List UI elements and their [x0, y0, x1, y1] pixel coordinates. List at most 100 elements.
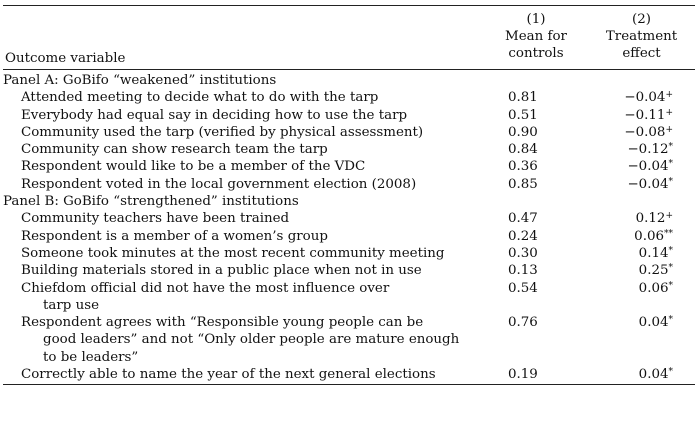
- treatment-effect-value: 0.25: [638, 263, 669, 279]
- treatment-effect-value: 0.06: [634, 228, 664, 244]
- col1-number: (1): [526, 12, 546, 27]
- header-rule: [3, 69, 695, 70]
- treatment-effect-cell: 0.04*: [639, 314, 673, 331]
- outcome-label-text: Respondent voted in the local government…: [21, 176, 417, 192]
- col1-title-line2: controls: [508, 46, 564, 61]
- treatment-effect-value: −0.04: [627, 159, 669, 175]
- treatment-effect-cell: 0.14*: [639, 245, 673, 262]
- outcome-label: Chiefdom official did not have the most …: [3, 280, 481, 315]
- treatment-effect-value: −0.08: [624, 124, 666, 140]
- outcome-label-text: Attended meeting to decide what to do wi…: [21, 90, 379, 106]
- outcome-label-text: Community can show research team the tar…: [21, 142, 328, 158]
- table-row: Community teachers have been trained 0.47…: [3, 210, 695, 227]
- significance-marker: *: [668, 245, 674, 256]
- significance-marker: +: [665, 124, 673, 135]
- outcome-label-text: Community used the tarp (verified by phy…: [21, 124, 424, 140]
- mean-for-controls-cell: 0.30: [508, 245, 538, 261]
- outcome-label-text: Respondent would like to be a member of …: [21, 159, 366, 175]
- treatment-effect-value: −0.11: [624, 107, 666, 123]
- significance-marker: *: [668, 315, 674, 326]
- outcome-label-continued: to be leaders”: [43, 349, 139, 365]
- treatment-effect-cell: 0.12+: [636, 210, 673, 227]
- table-row: Attended meeting to decide what to do wi…: [3, 89, 695, 106]
- mean-for-controls-cell: 0.85: [508, 176, 538, 192]
- col2-title-line1: Treatment: [605, 29, 678, 44]
- significance-marker: *: [668, 159, 674, 170]
- outcome-label-text: Community teachers have been trained: [21, 211, 290, 227]
- mean-for-controls-cell: 0.90: [508, 124, 538, 140]
- significance-marker: **: [664, 228, 673, 239]
- significance-marker: +: [665, 211, 673, 222]
- table-row: Respondent is a member of a women’s grou…: [3, 228, 695, 245]
- outcome-label: Respondent voted in the local government…: [3, 176, 481, 193]
- outcome-label: Respondent agrees with “Responsible youn…: [3, 314, 481, 366]
- outcome-label-text: Someone took minutes at the most recent …: [21, 245, 445, 261]
- outcome-label: Someone took minutes at the most recent …: [3, 245, 481, 262]
- table-row: Community can show research team the tar…: [3, 141, 695, 158]
- table-row: Chiefdom official did not have the most …: [3, 280, 695, 315]
- significance-marker: *: [668, 367, 674, 378]
- outcome-label: Respondent would like to be a member of …: [3, 158, 481, 175]
- outcome-label-text: Correctly able to name the year of the n…: [21, 367, 436, 383]
- treatment-effect-value: 0.12: [635, 211, 666, 227]
- mean-for-controls-cell: 0.24: [508, 228, 538, 244]
- outcome-label: Respondent is a member of a women’s grou…: [3, 228, 481, 245]
- treatment-effect-cell: −0.04*: [627, 176, 673, 193]
- treatment-effect-value: −0.12: [627, 142, 669, 158]
- significance-marker: *: [668, 263, 674, 274]
- col2-number: (2): [632, 12, 651, 27]
- outcome-label-text: Building materials stored in a public pl…: [21, 263, 422, 279]
- results-table: (1) Mean for controls (2) Treatment effe…: [3, 5, 695, 386]
- outcome-label-text: Everybody had equal say in deciding how …: [21, 107, 408, 123]
- table-row: Respondent would like to be a member of …: [3, 158, 695, 175]
- outcome-label: Building materials stored in a public pl…: [3, 262, 481, 279]
- treatment-effect-cell: 0.25*: [639, 262, 673, 279]
- outcome-label: Correctly able to name the year of the n…: [3, 366, 481, 383]
- mean-for-controls-cell: 0.36: [508, 159, 538, 175]
- significance-marker: *: [668, 142, 674, 153]
- treatment-effect-cell: −0.04+: [624, 89, 673, 106]
- col1-header: (1) Mean for controls: [486, 11, 586, 62]
- mean-for-controls-cell: 0.84: [508, 142, 538, 158]
- treatment-effect-cell: 0.04*: [639, 366, 673, 383]
- outcome-label-text: Respondent agrees with “Responsible youn…: [21, 315, 424, 331]
- treatment-effect-value: 0.04: [638, 367, 669, 383]
- significance-marker: +: [665, 90, 673, 101]
- mean-for-controls-cell: 0.54: [508, 280, 538, 296]
- table-header: (1) Mean for controls (2) Treatment effe…: [3, 6, 695, 67]
- panel-title-row: Panel B: GoBifo “strengthened” instituti…: [3, 193, 695, 210]
- col1-title-line1: Mean for: [505, 29, 567, 44]
- panel-title-row: Panel A: GoBifo “weakened” institutions: [3, 72, 695, 89]
- treatment-effect-cell: −0.12*: [627, 141, 673, 158]
- outcome-label-text: Chiefdom official did not have the most …: [21, 280, 390, 296]
- table-row: Respondent agrees with “Responsible youn…: [3, 314, 695, 366]
- outcome-label-continued: good leaders” and not “Only older people…: [43, 332, 460, 348]
- outcome-variable-header: Outcome variable: [5, 51, 126, 66]
- treatment-effect-value: −0.04: [627, 176, 669, 192]
- bottom-rule: [3, 384, 695, 386]
- panel-title: Panel A: GoBifo “weakened” institutions: [3, 73, 277, 88]
- treatment-effect-cell: 0.06*: [639, 280, 673, 297]
- table-row: Someone took minutes at the most recent …: [3, 245, 695, 262]
- treatment-effect-value: 0.04: [638, 315, 669, 331]
- outcome-label: Everybody had equal say in deciding how …: [3, 107, 481, 124]
- panel-title: Panel B: GoBifo “strengthened” instituti…: [3, 194, 299, 210]
- table-row: Everybody had equal say in deciding how …: [3, 107, 695, 124]
- treatment-effect-cell: −0.04*: [627, 158, 673, 175]
- col2-title-line2: effect: [622, 46, 661, 61]
- table-row: Community used the tarp (verified by phy…: [3, 124, 695, 141]
- significance-marker: +: [665, 107, 673, 118]
- outcome-label-continued: tarp use: [43, 297, 100, 313]
- mean-for-controls-cell: 0.47: [508, 211, 538, 227]
- mean-for-controls-cell: 0.13: [508, 263, 538, 279]
- outcome-label: Community used the tarp (verified by phy…: [3, 124, 481, 141]
- table-body: Panel A: GoBifo “weakened” institutions A…: [3, 70, 695, 383]
- outcome-label: Attended meeting to decide what to do wi…: [3, 89, 481, 106]
- treatment-effect-cell: 0.06**: [634, 228, 673, 245]
- col2-header: (2) Treatment effect: [588, 11, 695, 62]
- top-rule: [3, 5, 695, 6]
- mean-for-controls-cell: 0.81: [508, 90, 538, 106]
- outcome-label: Community teachers have been trained: [3, 210, 481, 227]
- table-row: Respondent voted in the local government…: [3, 176, 695, 193]
- treatment-effect-value: 0.06: [638, 280, 669, 296]
